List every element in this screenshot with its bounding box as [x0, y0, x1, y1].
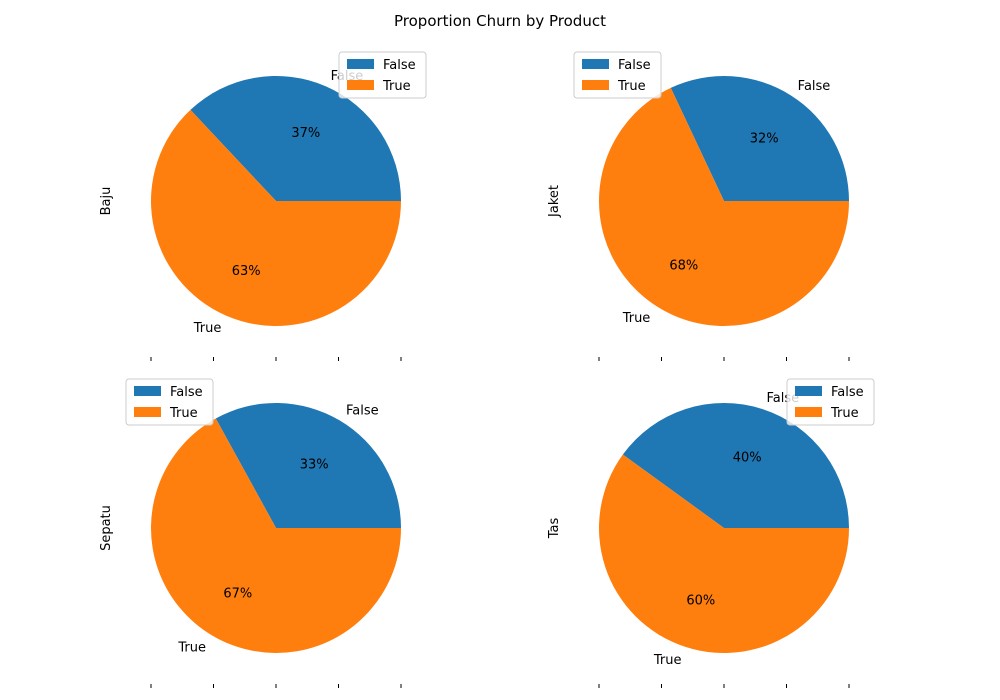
- legend-swatch-false: [795, 386, 822, 396]
- legend: False True: [786, 378, 875, 426]
- legend: False True: [338, 51, 427, 99]
- pie-slice-false: [215, 403, 401, 528]
- legend-label: True: [382, 79, 411, 94]
- legend-swatch-true: [582, 80, 609, 90]
- pie-slice-false: [622, 403, 849, 528]
- subplot-jaket: Jaket 32% False 68% True False True: [547, 51, 850, 361]
- legend-swatch-true: [134, 407, 161, 417]
- legend-label: False: [170, 385, 203, 400]
- pie-category-label: False: [346, 404, 379, 419]
- pie-pct-label: 60%: [686, 593, 715, 608]
- pie-slice-true: [151, 109, 401, 326]
- pie-pct-label: 67%: [223, 587, 252, 602]
- legend-swatch-true: [795, 407, 822, 417]
- pie-category-label: True: [653, 653, 682, 668]
- pie-category-label: True: [177, 640, 206, 655]
- legend-swatch-false: [582, 59, 609, 69]
- subplot-ylabel: Baju: [99, 187, 114, 216]
- pie-pct-label: 68%: [669, 258, 698, 273]
- pie-slice-false: [670, 76, 849, 201]
- pie-slice-true: [599, 454, 849, 653]
- pie-pct-label: 33%: [300, 457, 329, 472]
- legend-swatch-true: [347, 80, 374, 90]
- legend-label: True: [169, 406, 198, 421]
- chart-title: Proportion Churn by Product: [394, 12, 606, 30]
- pie-pct-label: 32%: [750, 132, 779, 147]
- legend: False True: [125, 378, 214, 426]
- pie-pct-label: 40%: [733, 451, 762, 466]
- pie-category-label: True: [193, 321, 222, 336]
- pie-category-label: True: [622, 311, 651, 326]
- legend: False True: [573, 51, 662, 99]
- subplot-ylabel: Jaket: [547, 185, 562, 218]
- pie-pct-label: 37%: [291, 126, 320, 141]
- legend-label: True: [830, 406, 859, 421]
- legend-label: False: [383, 58, 416, 73]
- legend-swatch-false: [134, 386, 161, 396]
- legend-swatch-false: [347, 59, 374, 69]
- legend-label: False: [618, 58, 651, 73]
- pie-pct-label: 63%: [232, 264, 261, 279]
- pie-slice-true: [599, 87, 849, 326]
- pie-slice-true: [151, 418, 401, 653]
- pie-slice-false: [190, 76, 402, 201]
- subplot-ylabel: Sepatu: [99, 505, 114, 551]
- pie-category-label: False: [798, 79, 831, 94]
- subplot-sepatu: Sepatu 33% False 67% True False True: [99, 378, 402, 688]
- subplot-ylabel: Tas: [547, 518, 562, 540]
- legend-label: True: [617, 79, 646, 94]
- legend-label: False: [831, 385, 864, 400]
